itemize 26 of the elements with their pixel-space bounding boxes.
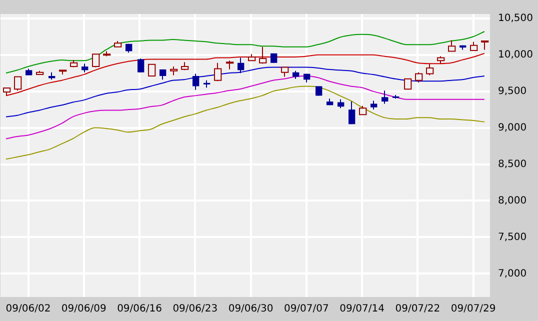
candlestick — [138, 58, 144, 73]
line-series — [6, 52, 485, 96]
y-tick-label: 7,000 — [498, 268, 527, 280]
line-series — [6, 86, 485, 160]
y-tick-label: 7,500 — [498, 232, 527, 243]
y-tick-label: 9,000 — [498, 122, 527, 134]
candlestick — [382, 90, 388, 104]
y-tick-label: 10,500 — [498, 12, 533, 24]
x-tick-label: 09/07/22 — [395, 304, 440, 315]
x-tick-label: 09/07/29 — [450, 304, 496, 315]
x-tick-label: 09/06/30 — [228, 304, 274, 315]
candlestick — [238, 57, 244, 74]
x-tick-label: 09/06/09 — [61, 304, 106, 315]
x-tick-label: 09/06/16 — [117, 304, 162, 315]
line-series — [6, 31, 485, 74]
candlestick — [348, 101, 356, 125]
line-series — [6, 66, 485, 118]
y-tick-label: 9,500 — [498, 86, 527, 97]
candlestick — [192, 73, 200, 90]
x-tick-label: 09/06/02 — [6, 304, 51, 315]
x-tick-label: 09/07/07 — [284, 304, 329, 315]
y-tick-label: 8,500 — [498, 158, 527, 170]
y-tick-label: 10,000 — [498, 49, 533, 60]
x-tick-label: 09/06/23 — [172, 304, 218, 315]
y-tick-label: 8,000 — [498, 195, 527, 206]
x-tick-label: 09/07/14 — [340, 304, 385, 315]
